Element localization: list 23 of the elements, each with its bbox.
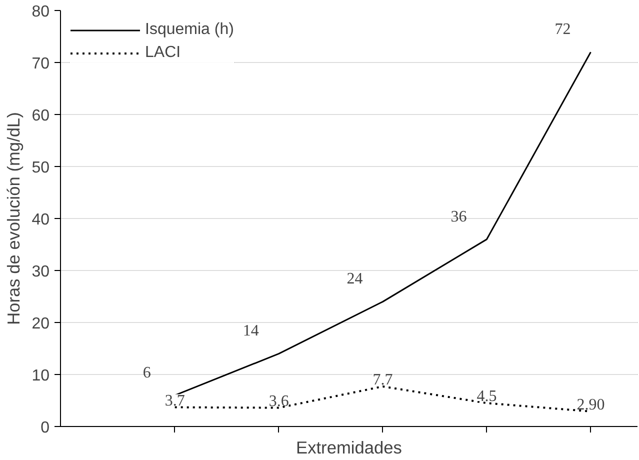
data-label: 2.90 [576,396,605,414]
data-label: 6 [142,364,151,382]
y-tick-label: 0 [40,420,50,436]
data-label: 7.7 [372,371,393,388]
y-tick-label: 20 [32,316,50,332]
y-tick-label: 60 [32,108,50,124]
y-tick-label: 10 [32,368,50,384]
data-label: 36 [450,208,467,226]
legend-label: LACI [145,44,181,62]
x-axis-title: Extremidades [296,438,402,458]
y-tick-label: 30 [32,264,50,280]
data-label: 24 [346,270,363,288]
data-label: 14 [242,322,259,340]
y-tick-label: 80 [32,4,50,20]
y-tick-label: 70 [32,56,50,72]
y-axis-title: Horas de evolución (mg/dL) [4,112,24,325]
data-label: 3.6 [268,392,289,410]
data-label: 3.7 [164,392,185,410]
data-label: 72 [554,21,571,38]
legend-label: Isquemia (h) [145,21,234,39]
data-label: 4.5 [476,388,497,406]
y-tick-label: 40 [32,212,50,228]
y-tick-label: 50 [32,160,50,176]
